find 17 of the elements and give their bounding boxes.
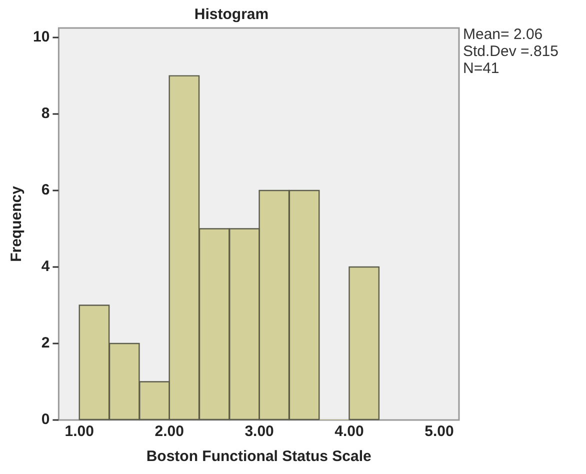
x-tick-label: 2.00 — [154, 423, 184, 440]
y-tick-label: 6 — [41, 182, 50, 199]
chart-title: Histogram — [194, 6, 269, 24]
y-tick-label: 8 — [41, 105, 50, 122]
y-tick-label: 10 — [32, 28, 50, 46]
text: N=41 — [463, 60, 500, 77]
x-tick-label: 4.00 — [334, 423, 364, 440]
y-tick-label: 0 — [41, 411, 50, 428]
text: Mean= 2.06 — [463, 26, 544, 43]
text: Std.Dev =.815 — [463, 43, 558, 60]
y-axis-title: Frequency — [8, 185, 26, 262]
x-axis-title: Boston Functional Status Scale — [146, 448, 372, 466]
y-tick-label: 4 — [41, 258, 50, 276]
x-tick-label: 5.00 — [424, 423, 454, 440]
x-tick-label: 1.00 — [64, 423, 94, 440]
y-tick-label: 2 — [41, 334, 50, 352]
x-tick-label: 3.00 — [244, 423, 274, 440]
